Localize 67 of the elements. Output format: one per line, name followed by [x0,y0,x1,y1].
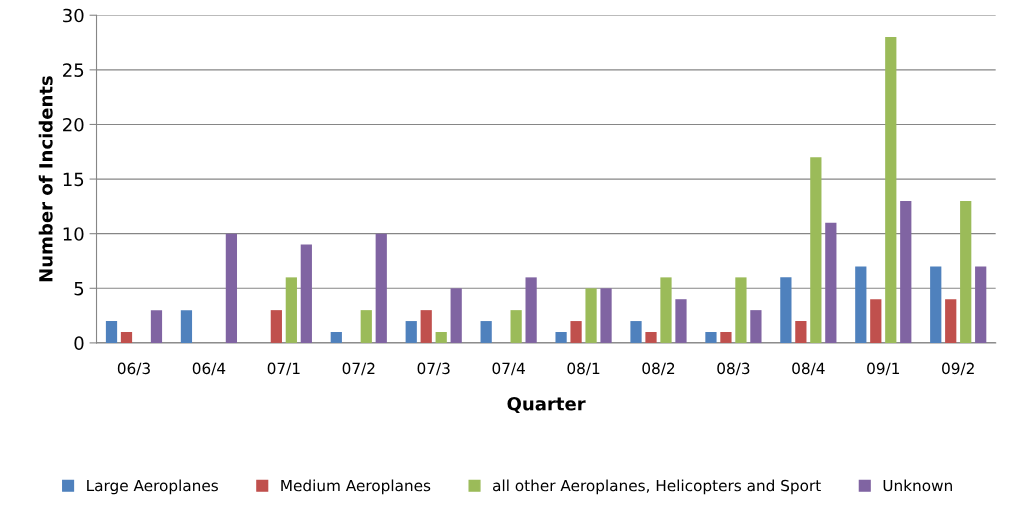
legend-label: Medium Aeroplanes [281,479,431,495]
x-tick-label: 07/2 [342,362,375,376]
x-tick-label: 08/2 [642,362,675,376]
bar [675,299,687,343]
bar [405,321,417,343]
legend-label: all other Aeroplanes, Helicopters and Sport [493,479,821,495]
bar [885,37,897,343]
bar [450,288,462,343]
x-tick-label: 09/2 [942,362,974,376]
y-tick-label: 5 [74,281,84,296]
x-tick-label: 06/3 [117,362,150,376]
bar [420,310,432,343]
x-tick-label: 08/4 [792,362,825,376]
x-tick-label: 07/1 [267,362,300,376]
bar [780,277,792,343]
bar [180,310,193,343]
bar [270,310,282,343]
y-tick-label: 30 [63,8,84,23]
x-tick-label: 09/1 [867,362,900,376]
bar [825,222,837,343]
bar [585,288,597,343]
bar [330,331,342,343]
bar [720,331,732,343]
bar [555,331,567,343]
bar [600,288,612,343]
bar [810,157,822,343]
bar [300,244,312,343]
legend-label: Large Aeroplanes [87,479,218,495]
y-tick-label: 0 [74,336,84,351]
y-tick-label: 10 [63,227,84,241]
x-tick-label: 08/3 [717,362,750,376]
bar [570,321,582,343]
bar [645,331,657,343]
legend-label: Unknown [883,479,952,492]
bar [480,321,492,343]
x-tick-label: 07/4 [492,362,525,376]
x-axis-title: Quarter [507,396,586,413]
bar [630,321,642,343]
bar [795,321,807,343]
bar [945,299,957,343]
bar [285,277,297,343]
bar [870,299,882,343]
bar [705,331,717,343]
bar [855,266,867,343]
bar [150,310,163,343]
bar [900,200,912,343]
bar [525,277,537,343]
bar [360,310,372,343]
bar [660,277,672,343]
bar [960,200,972,343]
bar [930,266,942,343]
bar [750,310,762,343]
bar [735,277,747,343]
bar [975,266,987,343]
x-tick-label: 08/1 [567,362,600,376]
y-axis-title: Number of Incidents [38,76,53,282]
y-tick-label: 25 [63,63,84,77]
bar [105,321,118,343]
bar [510,310,522,343]
bar [120,331,133,343]
x-tick-label: 07/3 [417,362,450,376]
bar [435,331,447,343]
y-tick-label: 15 [63,172,84,187]
x-tick-label: 06/4 [192,362,226,376]
y-tick-label: 20 [63,117,84,132]
bar [375,233,387,343]
bar [225,233,238,343]
